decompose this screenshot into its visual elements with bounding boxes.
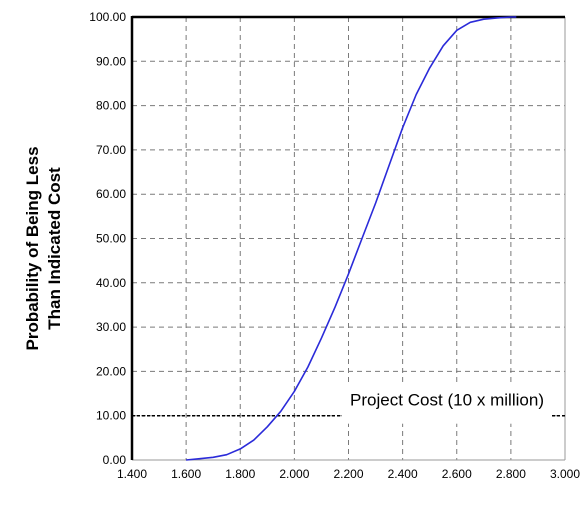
annotation-label: Project Cost (10 x million) <box>350 391 544 410</box>
y-tick-label: 20.00 <box>96 364 126 378</box>
x-tick-label: 2.800 <box>496 467 526 481</box>
y-tick-label: 0.00 <box>103 453 127 467</box>
y-axis-label-line-1: Probability of Being Less <box>23 146 42 350</box>
y-tick-label: 50.00 <box>96 232 126 246</box>
x-tick-label: 2.600 <box>442 467 472 481</box>
y-tick-label: 10.00 <box>96 409 126 423</box>
y-tick-label: 30.00 <box>96 320 126 334</box>
x-tick-label: 1.600 <box>171 467 201 481</box>
y-tick-label: 40.00 <box>96 276 126 290</box>
x-tick-label: 2.400 <box>388 467 418 481</box>
annotation-background <box>342 383 552 424</box>
y-tick-label: 100.00 <box>89 10 126 24</box>
x-tick-labels: 1.400 1.600 1.800 2.000 2.200 2.400 2.600 2.800… <box>117 467 580 481</box>
y-tick-label: 80.00 <box>96 99 126 113</box>
y-tick-labels: 0.00 10.00 20.00 30.00 40.00 50.00 60.00 70.00 8… <box>89 10 126 467</box>
x-tick-label: 2.000 <box>279 467 309 481</box>
series-lines <box>186 16 517 461</box>
y-axis-label: Probability of Being Less Than Indicated… <box>23 146 64 350</box>
plot-area-frame <box>130 15 566 461</box>
y-tick-label: 60.00 <box>96 187 126 201</box>
x-tick-label: 2.200 <box>333 467 363 481</box>
series-line <box>186 16 517 461</box>
y-axis-label-line-2: Than Indicated Cost <box>45 167 64 330</box>
annotation: Project Cost (10 x million) <box>132 383 565 424</box>
y-tick-label: 90.00 <box>96 54 126 68</box>
x-tick-label: 1.800 <box>225 467 255 481</box>
x-tick-label: 3.000 <box>550 467 580 481</box>
y-tick-label: 70.00 <box>96 143 126 157</box>
x-tick-label: 1.400 <box>117 467 147 481</box>
